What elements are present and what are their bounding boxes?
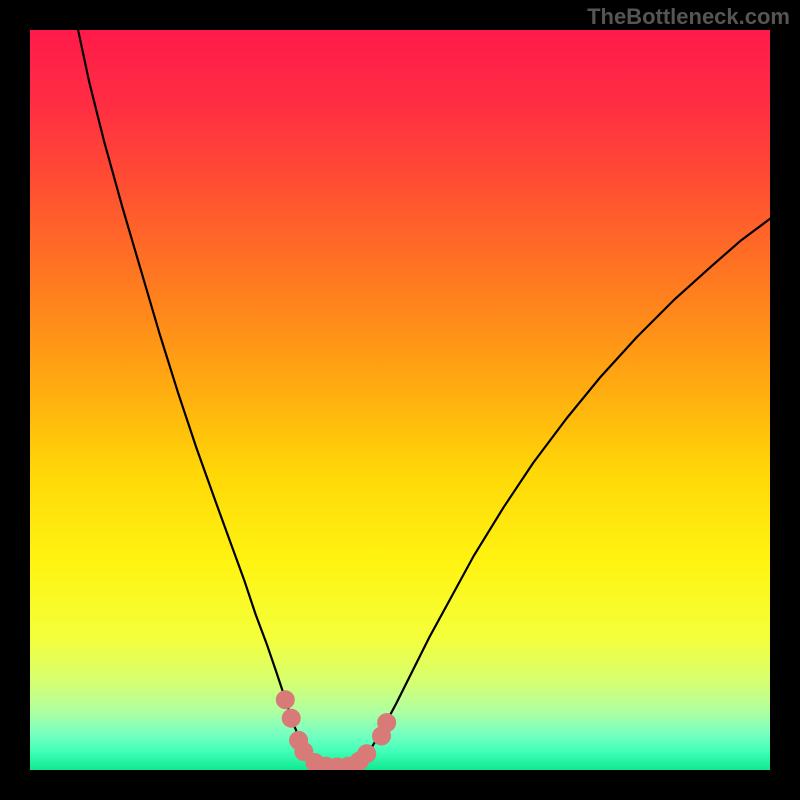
watermark-text: TheBottleneck.com (587, 4, 790, 30)
bottleneck-chart (0, 0, 800, 800)
chart-container: TheBottleneck.com (0, 0, 800, 800)
